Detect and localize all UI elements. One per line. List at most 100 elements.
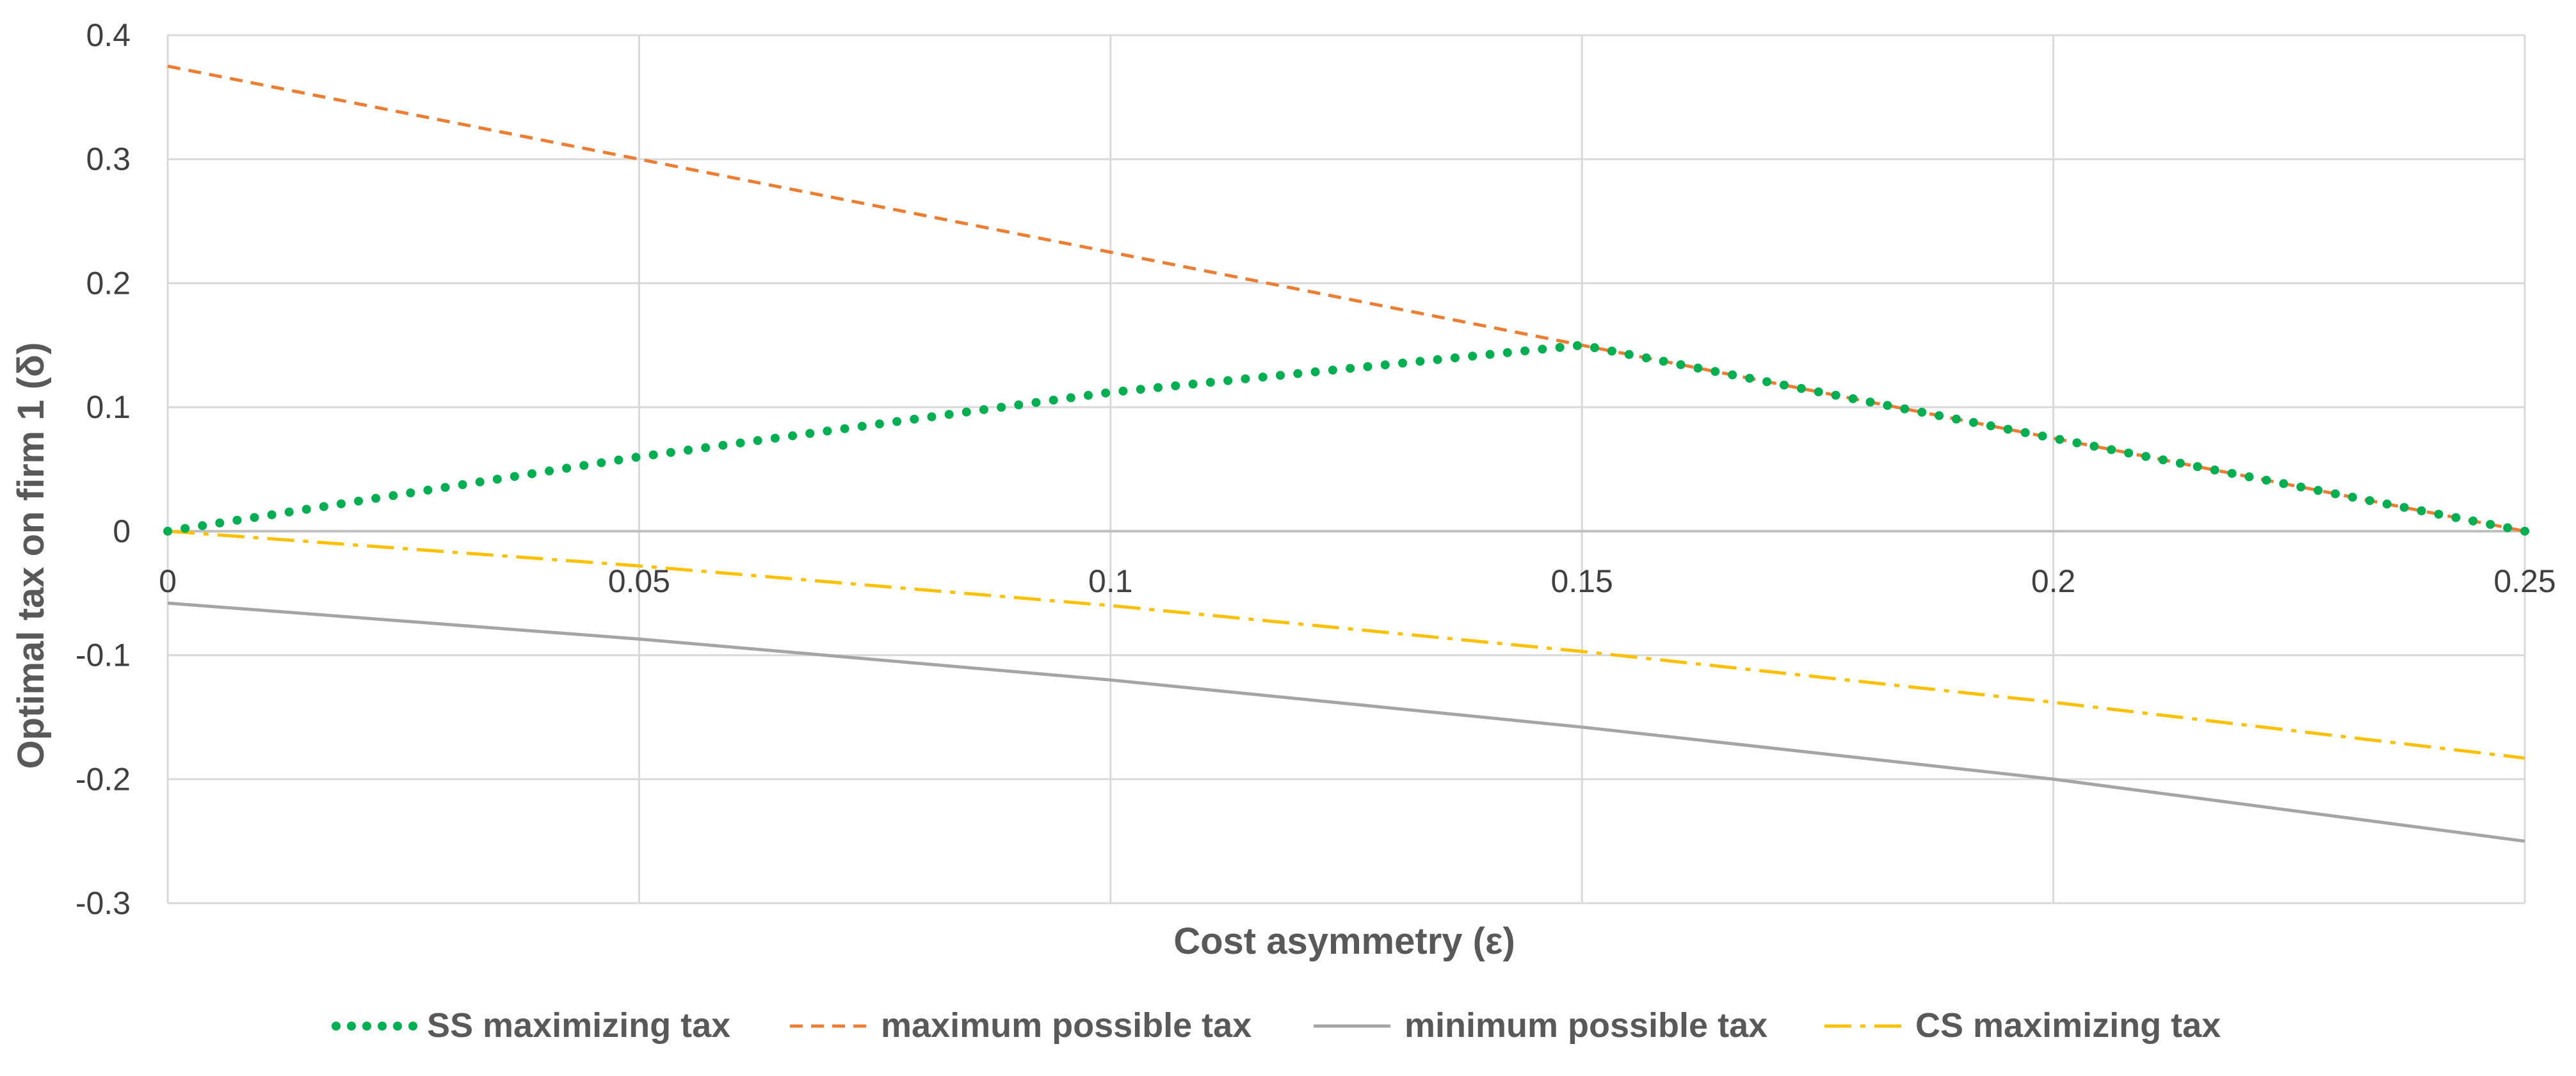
ss-data-point [927,412,937,422]
ss-data-point [389,491,398,501]
series-minimum-possible-tax [167,601,2525,843]
ss-data-point [2124,448,2134,458]
ss-data-point [336,499,346,509]
ss-data-point [198,521,207,531]
ss-data-point [1796,383,1806,393]
ss-data-point [2520,526,2529,536]
ss-data-point [2503,523,2513,533]
ss-data-point [2158,455,2168,465]
ss-data-point [1328,365,1337,375]
legend-label: SS maximizing tax [427,1006,730,1045]
ss-data-point [2314,486,2323,495]
ss-data-point [770,433,780,443]
legend-label: CS maximizing tax [1915,1006,2221,1045]
ss-data-point [736,438,745,448]
ss-data-point [1935,411,1944,421]
legend-item: maximum possible tax [790,1006,1252,1045]
ss-data-point [840,424,849,433]
ss-data-point [753,436,762,446]
ss-data-point [2072,438,2082,447]
ss-data-point [2020,428,2030,437]
ss-data-point [492,474,502,484]
legend-swatch-ss [332,1022,341,1031]
ss-data-point [1538,344,1547,354]
ss-data-point [1728,370,1737,380]
ss-data-point [1968,417,1978,427]
ss-data-point [1398,358,1408,368]
ss-data-point [302,504,311,514]
ss-data-point [2399,502,2409,512]
y-tick-label: 0.3 [86,141,131,177]
ss-data-point [2347,492,2357,502]
ss-data-point [2193,462,2202,471]
tick-labels: 0.4 0.3 0.2 0.1 0 -0.1 -0.2 -0.3 0 0.05 0.1 0.15 0.2… [76,17,2556,921]
ss-data-point [579,461,589,470]
ss-data-point [1223,376,1233,385]
ss-data-point [181,524,190,533]
legend-swatch-ss [378,1022,387,1031]
ss-data-point [475,477,485,486]
ss-data-point [284,507,294,517]
ss-data-point [805,429,815,438]
legend-item: minimum possible tax [1314,1006,1767,1045]
ss-data-point [1293,369,1303,378]
ss-data-point [1118,386,1128,396]
ss-data-point [2417,506,2426,516]
ss-data-point [1502,348,1512,357]
ss-data-point [648,450,658,460]
ss-data-point [1745,373,1755,383]
y-tick-label: 0 [113,513,131,549]
ss-data-point [1031,397,1041,407]
ss-data-point [874,419,884,429]
ss-data-point [962,407,971,417]
x-tick-label: 0.15 [1551,563,1613,599]
ss-data-point [979,405,988,414]
ss-data-point [2003,424,2013,434]
legend-swatch-ss [347,1022,356,1031]
ss-data-point [1624,349,1634,359]
ss-data-point [1188,380,1198,389]
ss-data-point [1607,346,1616,356]
ss-data-point [1917,408,1927,417]
ss-data-point [910,414,919,424]
ss-data-point [1433,355,1442,364]
ss-data-point [2262,476,2271,485]
series-ss-maximizing-tax [163,341,2529,536]
ss-data-point [1779,380,1789,390]
ss-data-point [1014,400,1024,410]
ss-data-point [1346,364,1355,373]
ss-data-point [562,463,572,473]
y-tick-label: 0.2 [86,265,131,301]
ss-data-point [666,447,675,457]
grid [166,34,2526,904]
y-tick-label: 0.4 [86,17,131,53]
legend-item: CS maximizing tax [1824,1006,2221,1045]
ss-data-point [1380,360,1390,370]
ss-data-point [1363,362,1373,371]
y-axis-title: Optimal tax on firm 1 (δ) [10,342,52,769]
ss-data-point [2175,458,2185,468]
ss-data-point [2107,445,2116,454]
ss-data-point [1520,346,1530,356]
ss-data-point [215,518,225,528]
y-tick-label: -0.1 [76,638,131,673]
ss-data-point [319,502,328,511]
ss-data-point [1241,374,1250,383]
ss-data-point [1711,367,1720,376]
ss-data-point [1848,394,1858,403]
ss-data-point [2244,472,2254,481]
ss-data-point [1468,351,1477,361]
ss-data-point [1814,387,1823,397]
ss-data-point [892,417,902,426]
ss-data-point [1572,341,1582,351]
x-tick-label: 0.25 [2493,563,2556,599]
ss-data-point [1049,396,1058,405]
series-group [163,64,2529,843]
ss-data-point [2279,479,2289,488]
x-axis-title: Cost asymmetry (ε) [1173,920,1515,962]
ss-data-point [1136,385,1145,394]
series-maximum-possible-tax [167,64,2525,533]
ss-data-point [1171,381,1180,390]
ss-data-point [683,446,693,455]
